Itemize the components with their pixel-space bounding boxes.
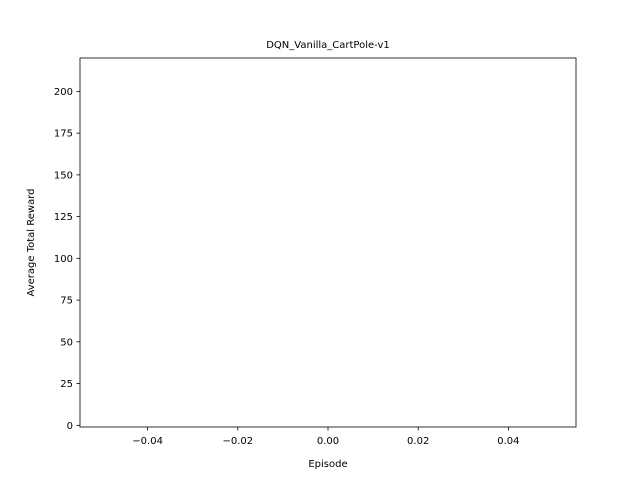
x-axis-label: Episode <box>308 459 347 470</box>
y-tick-label: 50 <box>60 337 73 348</box>
y-tick-label: 75 <box>60 296 73 307</box>
plot-frame <box>79 57 577 428</box>
x-axis: −0.04 −0.02 0.00 0.02 0.04 <box>132 427 519 447</box>
x-tick-label: −0.04 <box>132 436 163 447</box>
plot-area <box>79 57 577 428</box>
y-tick-label: 0 <box>67 421 73 432</box>
y-tick-label: 25 <box>60 379 73 390</box>
y-tick-label: 175 <box>54 129 73 140</box>
y-tick-label: 125 <box>54 212 73 223</box>
chart-title: DQN_Vanilla_CartPole-v1 <box>266 40 390 51</box>
x-tick-label: 0.00 <box>317 436 339 447</box>
x-tick-label: 0.02 <box>407 436 429 447</box>
y-tick-label: 100 <box>54 254 73 265</box>
y-axis-label: Average Total Reward <box>26 188 37 296</box>
y-tick-label: 150 <box>54 170 73 181</box>
x-tick-label: −0.02 <box>222 436 253 447</box>
y-tick-label: 200 <box>54 87 73 98</box>
x-tick-label: 0.04 <box>497 436 519 447</box>
y-axis: 0 25 50 75 100 125 150 175 200 <box>54 87 80 432</box>
